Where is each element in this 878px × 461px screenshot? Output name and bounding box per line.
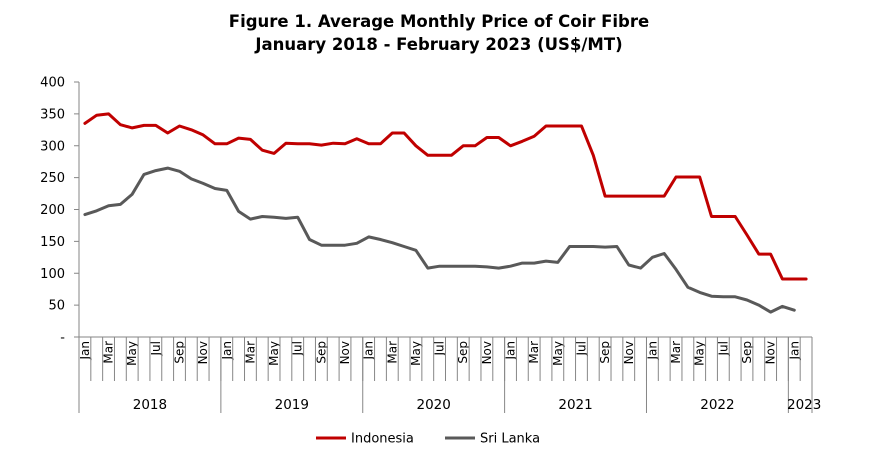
x-month-label: Jan xyxy=(78,341,92,361)
y-tick-label: 400 xyxy=(40,76,65,91)
y-tick-label: 150 xyxy=(40,235,65,250)
x-month-label: Jan xyxy=(645,341,659,361)
x-year-label: 2019 xyxy=(275,397,309,413)
x-month-label: Sep xyxy=(456,341,470,364)
x-month-label: Nov xyxy=(196,341,210,364)
x-month-label: Sep xyxy=(740,341,754,364)
x-month-label: Nov xyxy=(338,341,352,364)
chart-title-line1: Figure 1. Average Monthly Price of Coir … xyxy=(228,12,650,31)
chart-title: Figure 1. Average Monthly Price of Coir … xyxy=(0,10,878,56)
x-month-label: Jul xyxy=(716,341,730,356)
x-month-label: Sep xyxy=(172,341,186,364)
x-month-label: Jul xyxy=(149,341,163,356)
y-tick-label: 350 xyxy=(40,107,65,122)
x-month-label: Jan xyxy=(504,341,518,361)
y-axis-ticks: - 50 100 150 200 250 300 350 400 xyxy=(40,76,79,346)
x-month-label: Mar xyxy=(385,341,399,364)
x-month-label: May xyxy=(693,341,707,366)
axes xyxy=(78,82,812,338)
legend-label: Indonesia xyxy=(351,432,414,447)
x-year-label: 2023 xyxy=(787,397,821,413)
x-year-label: 2022 xyxy=(700,397,734,413)
x-month-label: Jul xyxy=(574,341,588,356)
x-month-label: Jan xyxy=(220,341,234,361)
y-tick-label: 300 xyxy=(40,139,65,154)
x-month-label: Jan xyxy=(362,341,376,361)
series-lines xyxy=(83,112,808,314)
x-year-label: 2018 xyxy=(133,397,167,413)
x-year-label: 2021 xyxy=(558,397,592,413)
x-month-label: Mar xyxy=(669,341,683,364)
x-month-label: Mar xyxy=(527,341,541,364)
x-month-label: Jan xyxy=(787,341,801,361)
x-month-label: Sep xyxy=(598,341,612,364)
y-tick-label: - xyxy=(60,331,65,346)
x-month-label: Jul xyxy=(291,341,305,356)
x-month-label: May xyxy=(409,341,423,366)
legend: Indonesia Sri Lanka xyxy=(316,432,540,447)
x-month-label: May xyxy=(267,341,281,366)
y-tick-label: 50 xyxy=(48,299,65,314)
x-year-label: 2020 xyxy=(416,397,450,413)
y-tick-label: 100 xyxy=(40,267,65,282)
x-month-label: Nov xyxy=(480,341,494,364)
x-month-label: May xyxy=(125,341,139,366)
x-month-label: Mar xyxy=(102,341,116,364)
y-tick-label: 250 xyxy=(40,171,65,186)
x-month-label: Mar xyxy=(243,341,257,364)
x-axis-ticks: Jan Mar May Jul Sep Nov 2018 Jan Mar May Jul Sep Nov… xyxy=(78,337,821,413)
x-month-label: Nov xyxy=(622,341,636,364)
legend-label: Sri Lanka xyxy=(480,432,540,447)
x-month-label: Jul xyxy=(433,341,447,356)
y-tick-label: 200 xyxy=(40,203,65,218)
series-line-indonesia xyxy=(83,112,808,281)
x-month-label: May xyxy=(551,341,565,366)
series-line-sri-lanka xyxy=(83,166,796,314)
chart-subtitle: January 2018 - February 2023 (US$/MT) xyxy=(255,35,623,54)
x-month-label: Nov xyxy=(764,341,778,364)
x-month-label: Sep xyxy=(314,341,328,364)
